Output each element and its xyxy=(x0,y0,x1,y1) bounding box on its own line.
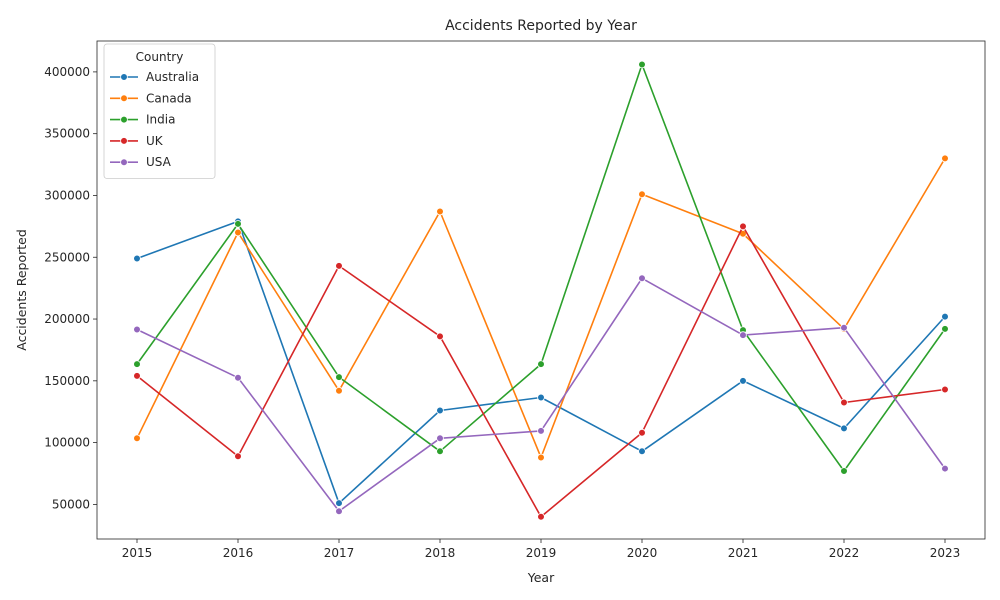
data-point xyxy=(638,428,646,437)
data-point xyxy=(840,398,848,407)
x-tick-label: 2021 xyxy=(728,546,759,560)
data-point xyxy=(840,467,848,475)
data-point xyxy=(537,393,545,402)
legend-marker xyxy=(120,73,128,81)
data-point xyxy=(133,434,141,443)
legend-label: USA xyxy=(146,155,172,169)
y-tick-label: 100000 xyxy=(44,436,90,450)
data-point xyxy=(335,507,343,515)
legend-item: Canada xyxy=(110,91,192,105)
x-tick-label: 2018 xyxy=(425,546,456,560)
y-axis-label: Accidents Reported xyxy=(14,229,29,351)
series-uk xyxy=(133,222,949,521)
legend-item: India xyxy=(110,113,175,127)
series-line xyxy=(136,225,946,518)
data-point xyxy=(436,332,444,341)
data-point xyxy=(234,220,242,228)
legend-marker xyxy=(120,94,128,103)
y-tick-label: 300000 xyxy=(44,188,90,202)
series-layer xyxy=(133,60,949,521)
chart-title: Accidents Reported by Year xyxy=(445,18,637,34)
data-point xyxy=(234,228,242,237)
y-tick-label: 400000 xyxy=(44,65,90,79)
data-point xyxy=(840,323,848,332)
data-point xyxy=(739,377,747,385)
data-point xyxy=(436,447,444,456)
data-point xyxy=(840,424,848,433)
data-point xyxy=(537,512,545,521)
legend-label: Canada xyxy=(146,91,192,105)
x-tick-label: 2017 xyxy=(324,546,355,560)
series-line xyxy=(136,157,946,459)
data-point xyxy=(234,452,242,461)
legend-item: UK xyxy=(110,134,164,148)
series-canada xyxy=(133,154,949,462)
data-point xyxy=(941,325,949,333)
data-point xyxy=(133,372,141,380)
legend-label: UK xyxy=(146,134,164,148)
data-point xyxy=(941,385,949,394)
data-point xyxy=(739,222,747,231)
plot-frame xyxy=(96,40,986,540)
data-point xyxy=(537,427,545,435)
x-tick-label: 2022 xyxy=(829,546,860,560)
series-line xyxy=(136,63,946,472)
x-tick-label: 2023 xyxy=(930,546,961,560)
legend-marker xyxy=(120,115,128,124)
y-tick-label: 200000 xyxy=(44,312,90,326)
data-point xyxy=(335,373,343,381)
data-point xyxy=(638,60,646,69)
series-australia xyxy=(133,217,949,507)
legend-title: Country xyxy=(136,50,184,64)
data-point xyxy=(133,254,141,263)
x-axis: 2015 2016 2017 2018 2019 2020 2021 2022 2023 xyxy=(122,539,961,560)
data-point xyxy=(941,154,949,163)
x-tick-label: 2020 xyxy=(627,546,658,560)
data-point xyxy=(234,373,242,382)
data-point xyxy=(436,406,444,415)
legend-marker xyxy=(120,137,128,145)
data-point xyxy=(133,325,141,334)
data-point xyxy=(638,447,646,456)
x-tick-label: 2015 xyxy=(122,546,153,560)
legend-label: India xyxy=(146,113,175,127)
data-point xyxy=(335,386,343,395)
data-point xyxy=(739,331,747,339)
data-point xyxy=(335,499,343,507)
series-india xyxy=(133,60,949,475)
y-tick-label: 350000 xyxy=(44,127,90,141)
data-point xyxy=(638,190,646,199)
y-tick-label: 150000 xyxy=(44,374,90,388)
x-tick-label: 2019 xyxy=(526,546,557,560)
legend-item: Australia xyxy=(110,70,199,84)
legend-label: Australia xyxy=(146,70,199,84)
legend-item: USA xyxy=(110,155,172,169)
y-tick-label: 250000 xyxy=(44,250,90,264)
x-axis-label: Year xyxy=(527,570,555,585)
y-axis: 50000 100000 150000 200000 250000 300000 35000… xyxy=(44,65,97,511)
legend: Country Australia Canada India UK USA xyxy=(103,43,216,179)
data-point xyxy=(335,262,343,270)
x-tick-label: 2016 xyxy=(223,546,254,560)
data-point xyxy=(133,360,141,368)
data-point xyxy=(537,360,545,368)
data-point xyxy=(436,434,444,443)
data-point xyxy=(537,453,545,462)
data-point xyxy=(436,207,444,216)
data-point xyxy=(638,274,646,283)
data-point xyxy=(941,312,949,321)
legend-marker xyxy=(120,158,128,167)
y-tick-label: 50000 xyxy=(52,497,90,511)
series-usa xyxy=(133,274,949,515)
data-point xyxy=(941,464,949,473)
